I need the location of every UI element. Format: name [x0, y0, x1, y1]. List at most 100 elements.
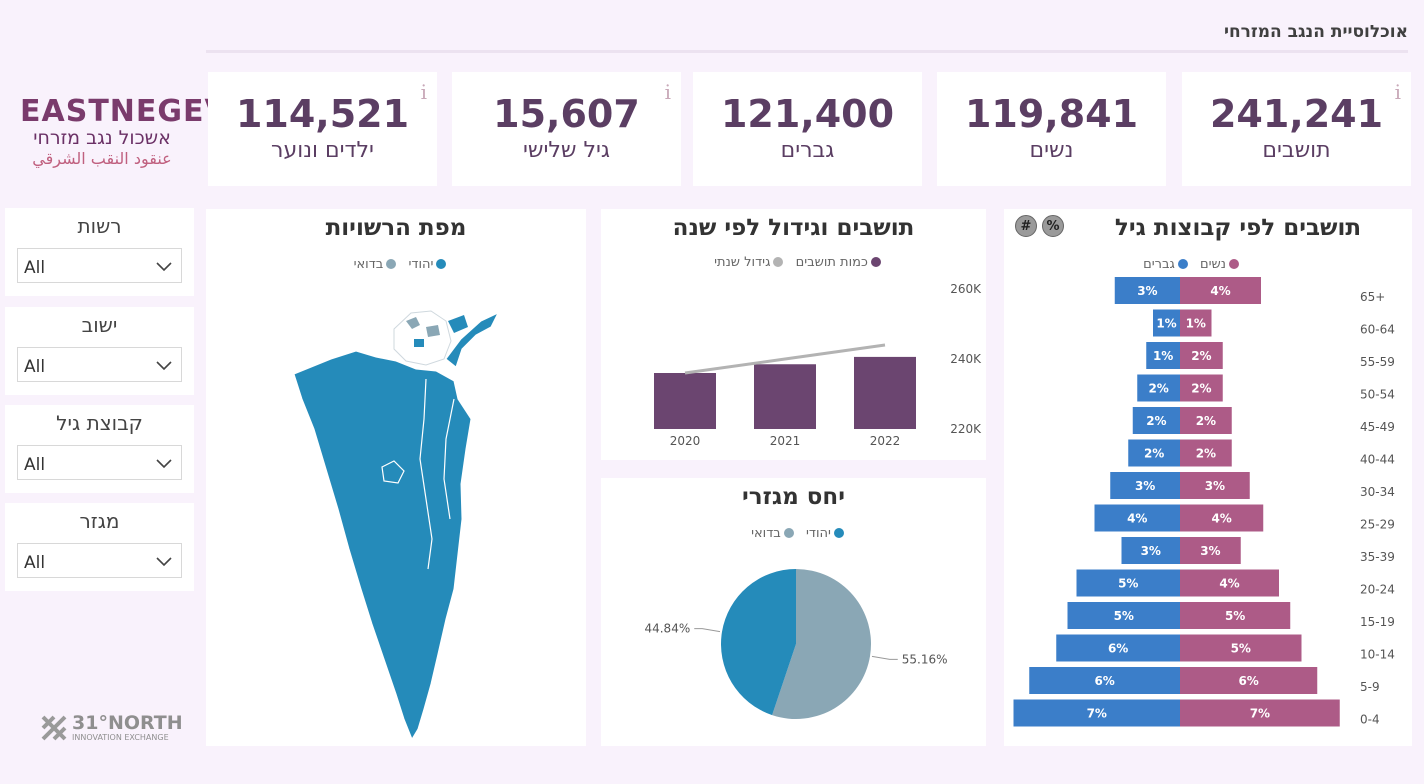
age-category-label: 35-39 — [1360, 550, 1395, 564]
men-data-label: 3% — [1135, 479, 1155, 493]
kpi-label: גברים — [780, 138, 835, 163]
authorities-map[interactable] — [286, 299, 506, 739]
legend-item[interactable]: בדואי — [751, 526, 794, 541]
legend-dot — [436, 259, 447, 269]
title-divider — [206, 50, 1408, 53]
map-region-bedouin-b — [426, 325, 440, 337]
page-title: אוכלוסיית הנגב המזרחי — [1223, 22, 1408, 42]
men-bar[interactable] — [1067, 602, 1181, 629]
info-icon[interactable]: i — [1394, 80, 1401, 104]
legend-item[interactable]: נשים — [1200, 257, 1239, 272]
women-bar[interactable] — [1180, 277, 1261, 304]
women-bar[interactable] — [1180, 537, 1241, 564]
north-logo-title: 31°NORTH — [72, 712, 183, 734]
map-title: מפת הרשויות — [325, 215, 467, 241]
men-bar[interactable] — [1076, 569, 1181, 597]
sector-legend: יהודי בדואי — [601, 526, 986, 541]
slicer-title: ישוב — [81, 313, 118, 337]
chevron-down-icon — [156, 557, 172, 567]
men-bar[interactable] — [1146, 342, 1180, 369]
men-bar[interactable] — [1114, 277, 1180, 304]
pie-slice[interactable] — [720, 569, 796, 716]
men-data-label: 1% — [1156, 317, 1176, 331]
legend-item[interactable]: יהודי — [408, 257, 447, 272]
kpi-value: 15,607 — [493, 92, 640, 136]
women-bar[interactable] — [1180, 374, 1223, 402]
men-bar[interactable] — [1056, 634, 1180, 662]
men-bar[interactable] — [1121, 537, 1181, 564]
women-data-label: 7% — [1250, 707, 1270, 721]
women-bar[interactable] — [1180, 602, 1291, 629]
men-bar[interactable] — [1094, 504, 1181, 532]
sector-dropdown[interactable]: All — [17, 543, 182, 578]
info-icon[interactable]: i — [664, 80, 671, 104]
settlement-dropdown[interactable]: All — [17, 347, 182, 382]
logo-title: EASTNEGEV — [20, 94, 229, 129]
chevron-down-icon — [156, 459, 172, 469]
pie-slice[interactable] — [772, 569, 871, 719]
women-bar[interactable] — [1180, 472, 1250, 499]
info-icon[interactable]: i — [420, 80, 427, 104]
women-data-label: 2% — [1191, 382, 1211, 396]
men-data-label: 6% — [1108, 642, 1128, 656]
age-category-label: 20-24 — [1360, 583, 1395, 597]
legend-item[interactable]: גברים — [1143, 257, 1188, 272]
age-pyramid-chart[interactable]: 3% 4% 65+ 1% 1% 60-64 1% 2% 55-59 2% 2% 50-54 2% 2% 45… — [1004, 273, 1412, 743]
women-data-label: 5% — [1225, 609, 1245, 623]
women-data-label: 4% — [1210, 284, 1230, 298]
women-bar[interactable] — [1180, 699, 1340, 727]
residents-bar[interactable] — [654, 373, 716, 429]
growth-chart[interactable]: 260K 240K 220K 2020 2021 2022 — [601, 269, 986, 460]
legend-item[interactable]: כמות תושבים — [796, 255, 881, 270]
age-category-label: 55-59 — [1360, 355, 1395, 369]
men-data-label: 5% — [1114, 609, 1134, 623]
men-data-label: 4% — [1127, 512, 1147, 526]
women-data-label: 3% — [1200, 544, 1220, 558]
legend-dot — [1228, 259, 1239, 269]
chevron-down-icon — [156, 361, 172, 371]
kpi-youth: 114,521 ילדים ונוער i — [208, 72, 437, 186]
residents-bar[interactable] — [754, 364, 816, 429]
kpi-value: 119,841 — [964, 92, 1139, 136]
women-bar[interactable] — [1180, 504, 1264, 532]
y-tick-label: 220K — [950, 422, 982, 436]
sector-pie-chart[interactable]: 55.16% 44.84% — [601, 548, 986, 746]
women-bar[interactable] — [1180, 309, 1212, 337]
north-logo-sub: INNOVATION EXCHANGE — [72, 733, 169, 742]
legend-item[interactable]: בדואי — [354, 257, 397, 272]
men-bar[interactable] — [1153, 309, 1180, 337]
men-bar[interactable] — [1013, 699, 1181, 727]
women-bar[interactable] — [1180, 667, 1318, 694]
kpi-label: גיל שלישי — [522, 138, 610, 163]
residents-bar[interactable] — [854, 356, 916, 429]
men-bar[interactable] — [1029, 667, 1180, 694]
legend-item[interactable]: גידול שנתי — [714, 255, 784, 270]
authority-dropdown[interactable]: All — [17, 248, 182, 283]
slicer-settlement: ישוב All — [5, 307, 194, 395]
legend-item[interactable]: יהודי — [806, 526, 844, 541]
percent-toggle-button[interactable]: % — [1042, 215, 1064, 237]
kpi-label: נשים — [1029, 138, 1074, 163]
men-bar[interactable] — [1132, 407, 1180, 434]
men-data-label: 7% — [1087, 707, 1107, 721]
x-tick-label: 2020 — [670, 434, 701, 448]
legend-dot — [773, 257, 784, 267]
men-bar[interactable] — [1110, 472, 1180, 499]
age-category-label: 15-19 — [1360, 615, 1395, 629]
age-legend: נשים גברים — [1004, 257, 1370, 272]
growth-line[interactable] — [684, 343, 886, 375]
logo-arabic: عنقود النقب الشرقي — [32, 149, 172, 168]
men-bar[interactable] — [1128, 439, 1180, 467]
men-bar[interactable] — [1137, 374, 1180, 402]
map-region-bedouin-a — [406, 317, 420, 329]
age-group-dropdown[interactable]: All — [17, 445, 182, 480]
women-bar[interactable] — [1180, 569, 1279, 597]
men-data-label: 6% — [1094, 674, 1114, 688]
age-category-label: 40-44 — [1360, 453, 1395, 467]
age-category-label: 65+ — [1360, 290, 1385, 304]
women-bar[interactable] — [1180, 342, 1223, 369]
women-bar[interactable] — [1180, 407, 1232, 434]
count-toggle-button[interactable]: # — [1015, 215, 1037, 237]
women-bar[interactable] — [1180, 634, 1302, 662]
women-bar[interactable] — [1180, 439, 1232, 467]
